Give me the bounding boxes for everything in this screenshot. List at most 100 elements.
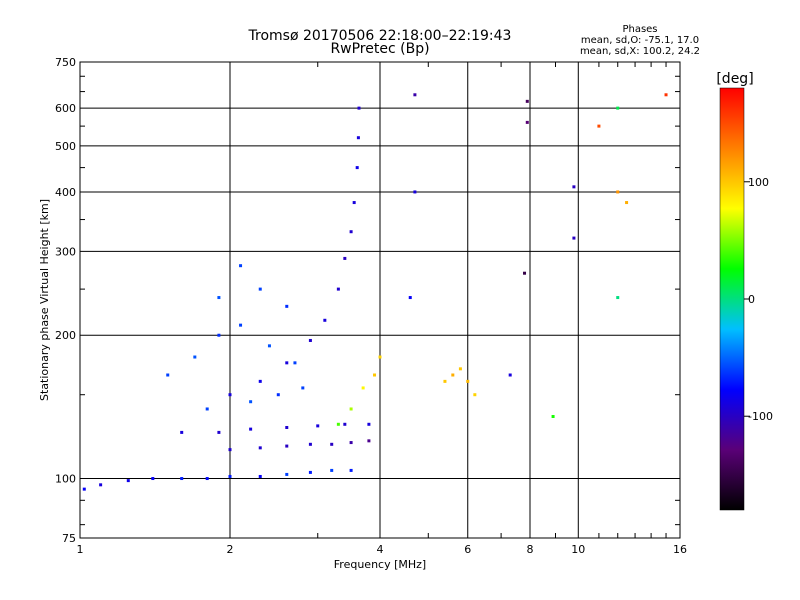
echo-point (217, 296, 221, 300)
echo-point (228, 474, 232, 478)
echo-point (361, 386, 365, 390)
echo-point (473, 393, 477, 397)
x-axis-label: Frequency [MHz] (334, 558, 426, 571)
x-tick-label: 16 (673, 543, 687, 556)
x-tick-label: 10 (571, 543, 585, 556)
colorbar-tick-label: 0 (748, 293, 755, 306)
echo-point (301, 386, 305, 390)
data-points (82, 93, 668, 491)
echo-point (443, 379, 447, 383)
echo-point (82, 487, 86, 491)
colorbar-tick-label: -100 (748, 410, 773, 423)
echo-point (367, 439, 371, 443)
echo-point (572, 236, 576, 240)
echo-point (616, 296, 620, 300)
echo-point (330, 468, 334, 472)
echo-point (616, 190, 620, 194)
colorbar (719, 87, 745, 511)
echo-point (355, 166, 359, 170)
echo-point (349, 407, 353, 411)
echo-point (285, 472, 289, 476)
phase-heading: Phases (622, 24, 657, 35)
echo-point (413, 93, 417, 97)
echo-point (239, 323, 243, 327)
x-tick-label: 2 (227, 543, 234, 556)
echo-point (523, 271, 527, 275)
echo-point (285, 304, 289, 308)
x-tick-label: 4 (377, 543, 384, 556)
chart-subtitle: RwPretec (Bp) (330, 41, 429, 57)
echo-point (249, 427, 253, 431)
echo-point (249, 400, 253, 404)
echo-point (293, 361, 297, 365)
plot-frame (79, 61, 681, 539)
grid-lines (80, 62, 680, 538)
echo-point (180, 477, 184, 481)
echo-point (217, 430, 221, 434)
echo-point (525, 120, 529, 124)
echo-point (343, 256, 347, 260)
echo-point (466, 379, 470, 383)
echo-point (597, 124, 601, 128)
y-axis-label: Stationary phase Virtual Height [km] (38, 199, 51, 401)
echo-point (458, 367, 462, 371)
echo-point (166, 373, 170, 377)
echo-point (373, 373, 377, 377)
y-tick-label: 75 (62, 532, 76, 545)
echo-point (308, 442, 312, 446)
echo-point (228, 393, 232, 397)
echo-point (625, 201, 629, 205)
echo-point (285, 425, 289, 429)
echo-point (343, 422, 347, 426)
y-tick-label: 750 (55, 56, 76, 69)
phase-o-stats: mean, sd,O: -75.1, 17.0 (581, 35, 699, 46)
echo-point (352, 201, 356, 205)
echo-point (413, 190, 417, 194)
x-tick-label: 6 (464, 543, 471, 556)
echo-point (356, 136, 360, 140)
echo-point (239, 264, 243, 268)
echo-point (228, 448, 232, 452)
echo-point (308, 338, 312, 342)
y-axis-ticks: 75 100 200 300 400 500 600 750 (55, 56, 680, 545)
y-tick-label: 300 (55, 245, 76, 258)
echo-point (330, 442, 334, 446)
x-axis-ticks: 1 2 4 6 8 10 16 (77, 62, 687, 556)
echo-point (285, 361, 289, 365)
echo-point (336, 422, 340, 426)
echo-point (525, 99, 529, 103)
echo-point (180, 430, 184, 434)
phase-x-stats: mean, sd,X: 100.2, 24.2 (580, 46, 700, 57)
echo-point (285, 444, 289, 448)
echo-point (508, 373, 512, 377)
echo-point (258, 474, 262, 478)
echo-point (151, 477, 155, 481)
colorbar-tick-label: 100 (748, 176, 769, 189)
y-tick-label: 100 (55, 473, 76, 486)
y-tick-label: 400 (55, 186, 76, 199)
echo-point (258, 379, 262, 383)
echo-point (349, 230, 353, 234)
echo-point (258, 446, 262, 450)
colorbar-label: [deg] (716, 71, 753, 87)
echo-point (258, 287, 262, 291)
echo-point (308, 470, 312, 474)
echo-point (316, 424, 320, 428)
echo-point (664, 93, 668, 97)
echo-point (572, 185, 576, 189)
y-tick-label: 500 (55, 140, 76, 153)
echo-point (205, 407, 209, 411)
echo-point (616, 106, 620, 110)
echo-point (193, 355, 197, 359)
colorbar-ticks: 100 0 -100 (744, 176, 773, 423)
echo-point (99, 483, 103, 487)
echo-point (323, 318, 327, 322)
echo-point (205, 477, 209, 481)
echo-point (551, 414, 555, 418)
echo-point (408, 296, 412, 300)
echo-point (126, 479, 130, 483)
y-tick-label: 200 (55, 329, 76, 342)
echo-point (367, 422, 371, 426)
x-tick-label: 8 (527, 543, 534, 556)
